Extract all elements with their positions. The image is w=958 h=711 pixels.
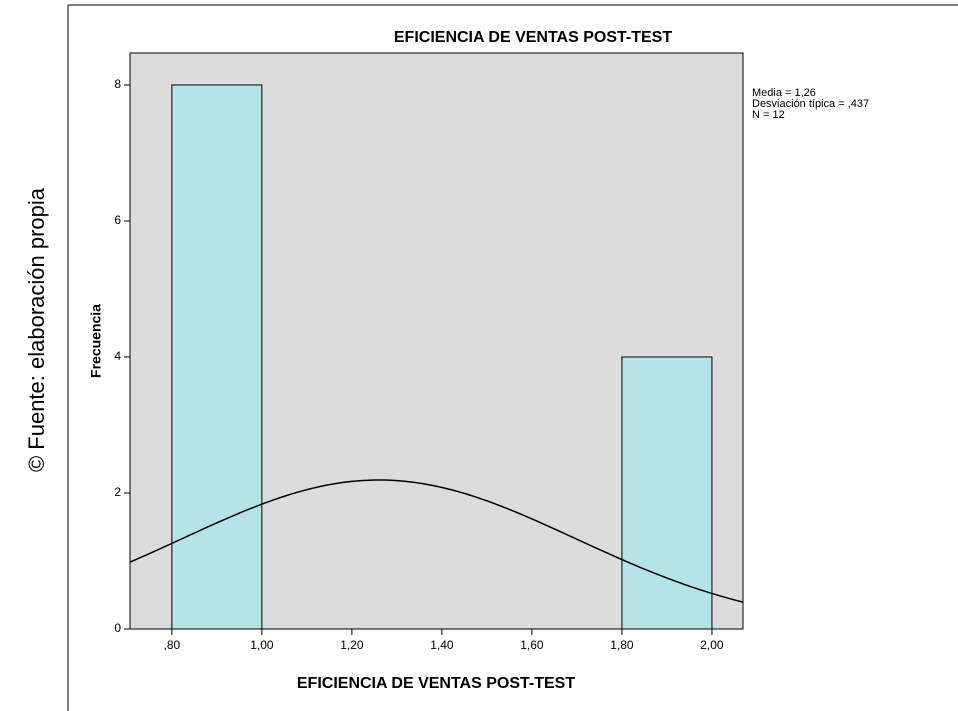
bar <box>621 356 713 630</box>
x-tick-label: 1,00 <box>250 638 274 652</box>
y-axis-label: Frecuencia <box>88 304 104 378</box>
y-tick-label: 2 <box>114 485 121 499</box>
x-tick-label: 1,20 <box>340 638 364 652</box>
x-tick-label: 1,60 <box>520 638 544 652</box>
stat-label: Media = 1,26 <box>752 87 816 99</box>
source-note: © Fuente: elaboración propia <box>24 187 49 472</box>
x-tick-label: ,80 <box>164 638 181 652</box>
bar <box>171 84 263 630</box>
x-tick-label: 1,80 <box>610 638 634 652</box>
y-tick-label: 0 <box>114 621 121 635</box>
stat-label: N = 12 <box>752 109 785 121</box>
x-tick-label: 1,40 <box>430 638 454 652</box>
stat-label: Desviación típica = ,437 <box>752 98 869 110</box>
normal-curve <box>130 479 743 603</box>
y-tick-label: 8 <box>114 77 121 91</box>
y-tick-label: 4 <box>114 349 121 363</box>
chart-title: EFICIENCIA DE VENTAS POST-TEST <box>394 29 672 46</box>
y-tick-label: 6 <box>114 213 121 227</box>
x-axis-label: EFICIENCIA DE VENTAS POST-TEST <box>297 675 575 692</box>
x-tick-label: 2,00 <box>700 638 724 652</box>
